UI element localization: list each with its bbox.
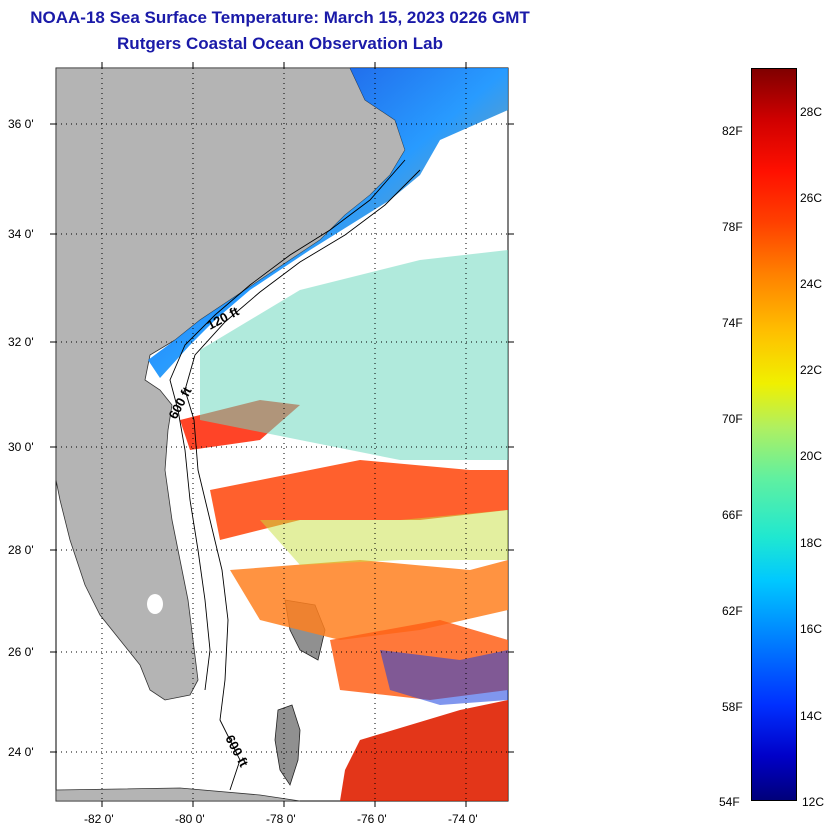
colorbar-label-12c: 12C xyxy=(802,795,825,809)
colorbar-label-24c: 24C xyxy=(800,277,823,291)
colorbar-label-74f: 74F xyxy=(722,316,743,330)
lat-label-24: 24 0' xyxy=(8,745,34,759)
lon-label-82: -82 0' xyxy=(84,812,114,826)
lat-label-28: 28 0' xyxy=(8,543,34,557)
lat-label-36: 36 0' xyxy=(8,117,34,131)
colorbar-label-66f: 66F xyxy=(722,508,743,522)
sst-band-5 xyxy=(340,700,508,801)
colorbar-label-28c: 28C xyxy=(800,105,823,119)
sst-coastal-band xyxy=(148,68,508,378)
colorbar-label-16c: 16C xyxy=(800,622,823,636)
lon-label-78: -78 0' xyxy=(266,812,296,826)
colorbar-label-26c: 26C xyxy=(800,191,823,205)
sst-mixed-field xyxy=(200,250,508,460)
lat-label-34: 34 0' xyxy=(8,227,34,241)
colorbar-label-14c: 14C xyxy=(800,709,823,723)
lon-label-76: -76 0' xyxy=(357,812,387,826)
colorbar-label-54f: 54F xyxy=(719,795,740,809)
temperature-colorbar xyxy=(751,68,797,801)
land-bahamas xyxy=(274,704,301,786)
colorbar-label-22c: 22C xyxy=(800,363,823,377)
sst-cold-patch xyxy=(380,650,508,705)
isobaths xyxy=(169,159,421,791)
colorbar-label-82f: 82F xyxy=(722,124,743,138)
sst-mixed-field-2 xyxy=(260,510,508,565)
map-subtitle: Rutgers Coastal Ocean Observation Lab xyxy=(117,34,443,53)
colorbar-label-58f: 58F xyxy=(722,700,743,714)
colorbar-label-62f: 62F xyxy=(722,604,743,618)
lon-label-80: -80 0' xyxy=(175,812,205,826)
colorbar-label-20c: 20C xyxy=(800,449,823,463)
lat-label-26: 26 0' xyxy=(8,645,34,659)
colorbar-label-70f: 70F xyxy=(722,412,743,426)
lat-label-32: 32 0' xyxy=(8,335,34,349)
lat-label-30: 30 0' xyxy=(8,440,34,454)
lake-okeechobee xyxy=(147,594,163,614)
lon-label-74: -74 0' xyxy=(448,812,478,826)
land-cuba xyxy=(55,787,301,802)
map-title: NOAA-18 Sea Surface Temperature: March 1… xyxy=(30,8,530,27)
tick-marks xyxy=(50,62,514,807)
colorbar-label-78f: 78F xyxy=(722,220,743,234)
sst-band-3 xyxy=(230,560,508,640)
colorbar-label-18c: 18C xyxy=(800,536,823,550)
graticule xyxy=(56,68,508,801)
